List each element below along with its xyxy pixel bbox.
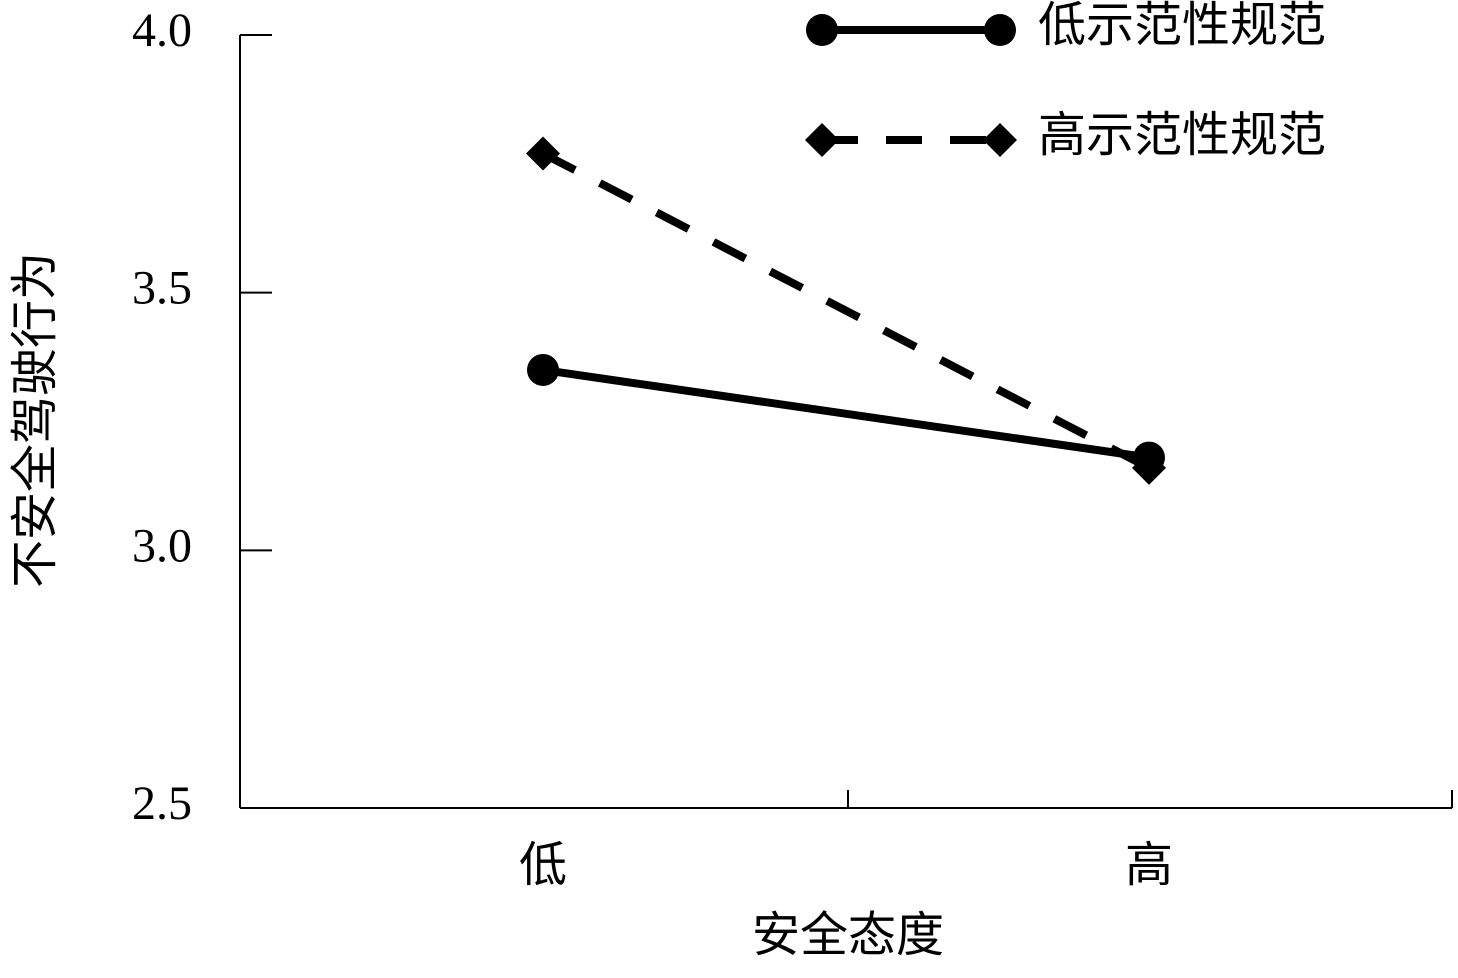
legend-marker bbox=[805, 123, 839, 157]
series-line bbox=[541, 149, 1151, 472]
x-tick-label: 高 bbox=[1125, 839, 1173, 892]
data-point bbox=[526, 136, 560, 171]
y-tick-label: 2.5 bbox=[132, 777, 192, 830]
data-point bbox=[1132, 450, 1166, 485]
x-axis-title: 安全态度 bbox=[752, 909, 944, 962]
y-tick-label: 3.5 bbox=[132, 262, 192, 315]
y-tick-label: 3.0 bbox=[132, 519, 192, 572]
legend-marker bbox=[806, 14, 838, 46]
y-tick-label: 4.0 bbox=[132, 4, 192, 57]
x-tick-label: 低 bbox=[519, 839, 567, 892]
data-point bbox=[527, 353, 559, 386]
series-line bbox=[542, 366, 1150, 462]
legend-label: 高示范性规范 bbox=[1038, 109, 1326, 162]
legend-marker bbox=[983, 123, 1017, 157]
legend-label: 低示范性规范 bbox=[1038, 0, 1326, 52]
y-axis-title: 不安全驾驶行为 bbox=[9, 252, 62, 588]
legend-marker bbox=[984, 14, 1016, 46]
